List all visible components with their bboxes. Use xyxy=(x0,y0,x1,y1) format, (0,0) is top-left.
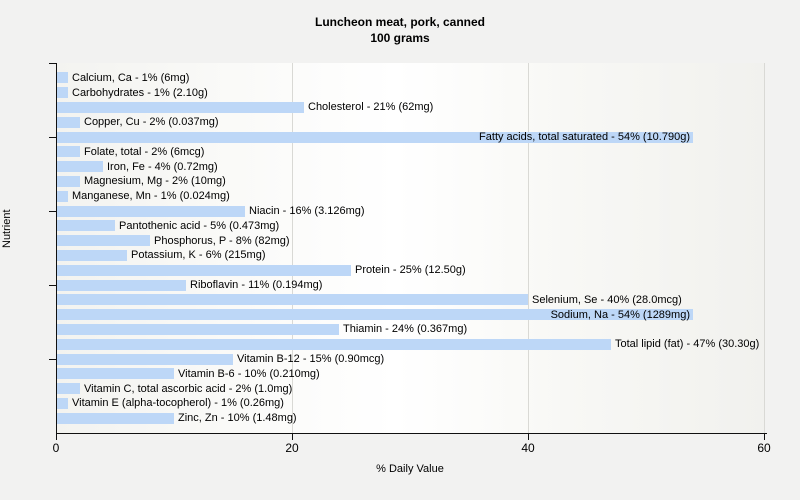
x-axis-line xyxy=(56,433,767,434)
bar xyxy=(56,368,174,379)
bar-label: Selenium, Se - 40% (28.0mcg) xyxy=(532,294,682,306)
bar-label: Total lipid (fat) - 47% (30.30g) xyxy=(615,338,760,350)
bar xyxy=(56,383,80,394)
x-tick-label: 60 xyxy=(757,441,771,455)
gridline-x-40 xyxy=(528,63,529,433)
bar-label: Carbohydrates - 1% (2.10g) xyxy=(72,87,208,99)
bar-label: Calcium, Ca - 1% (6mg) xyxy=(72,72,190,84)
bar xyxy=(56,324,339,335)
bar xyxy=(56,161,103,172)
bar xyxy=(56,132,693,143)
x-axis-tick xyxy=(292,434,293,440)
bar xyxy=(56,235,150,246)
y-axis-tick xyxy=(49,137,56,138)
x-tick-label: 40 xyxy=(521,441,535,455)
bar-label: Potassium, K - 6% (215mg) xyxy=(131,249,266,261)
gridline-x-60 xyxy=(764,63,765,433)
bar xyxy=(56,280,186,291)
y-axis-tick xyxy=(49,285,56,286)
bar-label: Niacin - 16% (3.126mg) xyxy=(249,205,365,217)
bar-label: Sodium, Na - 54% (1289mg) xyxy=(550,309,690,321)
x-axis-tick xyxy=(528,434,529,440)
x-axis-title: % Daily Value xyxy=(376,463,444,475)
bar xyxy=(56,146,80,157)
bar xyxy=(56,413,174,424)
bar-label: Fatty acids, total saturated - 54% (10.7… xyxy=(479,131,690,143)
x-tick-label: 0 xyxy=(52,441,60,455)
bar-label: Vitamin C, total ascorbic acid - 2% (1.0… xyxy=(84,383,293,395)
bar-label: Folate, total - 2% (6mcg) xyxy=(84,146,205,158)
y-axis-title: Nutrient xyxy=(1,209,13,248)
bar xyxy=(56,339,611,350)
bar-label: Riboflavin - 11% (0.194mg) xyxy=(190,279,323,291)
bar-label: Manganese, Mn - 1% (0.024mg) xyxy=(72,190,230,202)
y-axis-line xyxy=(56,63,57,434)
gridline-x-20 xyxy=(292,63,293,433)
bar xyxy=(56,117,80,128)
bar xyxy=(56,102,304,113)
bar-label: Vitamin E (alpha-tocopherol) - 1% (0.26m… xyxy=(72,397,284,409)
bar xyxy=(56,176,80,187)
bar xyxy=(56,87,68,98)
plot-area: Calcium, Ca - 1% (6mg) Carbohydrates - 1%… xyxy=(56,63,765,433)
bar-label: Copper, Cu - 2% (0.037mg) xyxy=(84,116,219,128)
y-axis-tick xyxy=(49,63,56,64)
bar xyxy=(56,354,233,365)
bar-label: Zinc, Zn - 10% (1.48mg) xyxy=(178,412,297,424)
bar-label: Vitamin B-12 - 15% (0.90mcg) xyxy=(237,353,385,365)
bar-label: Cholesterol - 21% (62mg) xyxy=(308,101,434,113)
bar-label: Thiamin - 24% (0.367mg) xyxy=(343,323,468,335)
bar xyxy=(56,220,115,231)
bar xyxy=(56,250,127,261)
bar xyxy=(56,294,528,305)
x-axis-tick xyxy=(56,434,57,440)
bar-label: Iron, Fe - 4% (0.72mg) xyxy=(107,161,218,173)
bar-label: Phosphorus, P - 8% (82mg) xyxy=(154,235,290,247)
x-axis-tick xyxy=(764,434,765,440)
x-tick-label: 20 xyxy=(285,441,299,455)
bar xyxy=(56,72,68,83)
chart-title-block: Luncheon meat, pork, canned 100 grams xyxy=(0,14,800,46)
bar-label: Magnesium, Mg - 2% (10mg) xyxy=(84,175,226,187)
bar xyxy=(56,309,693,320)
bar xyxy=(56,191,68,202)
chart-title: Luncheon meat, pork, canned xyxy=(314,15,486,29)
bar xyxy=(56,398,68,409)
chart-subtitle: 100 grams xyxy=(370,31,430,45)
bar-label: Vitamin B-6 - 10% (0.210mg) xyxy=(178,368,320,380)
bar-label: Protein - 25% (12.50g) xyxy=(355,264,466,276)
bar-label: Pantothenic acid - 5% (0.473mg) xyxy=(119,220,280,232)
y-axis-tick xyxy=(49,211,56,212)
bar xyxy=(56,206,245,217)
bar xyxy=(56,265,351,276)
y-axis-tick xyxy=(49,359,56,360)
